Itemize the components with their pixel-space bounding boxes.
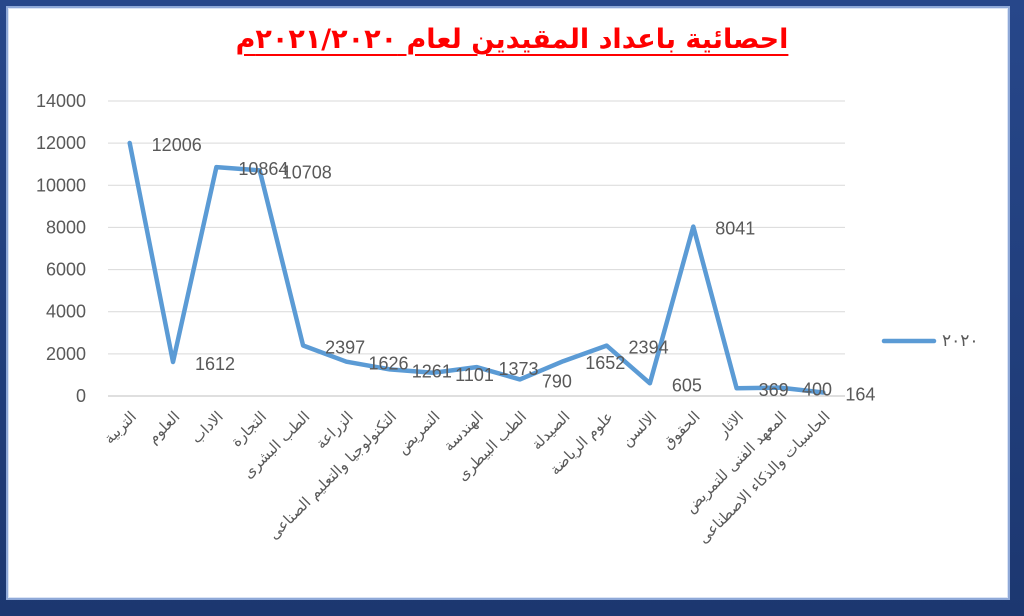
y-tick-label: 0 <box>76 386 86 406</box>
y-tick-label: 14000 <box>36 91 86 111</box>
data-label: 1101 <box>455 365 494 385</box>
data-label: 1612 <box>195 354 235 374</box>
legend-label: ٢٠٢٠ <box>942 331 979 351</box>
series-line <box>127 140 826 395</box>
data-label: 1261 <box>412 361 452 381</box>
x-tick-label: الحقوق <box>659 408 704 453</box>
chart-title-text: احصائية باعداد المقيدين لعام ٢٠٢١/٢٠٢٠م <box>235 24 789 55</box>
x-tick-label: التمريض <box>393 408 443 458</box>
data-label: 10708 <box>282 162 332 182</box>
x-tick-label: الالسن <box>618 408 660 450</box>
data-label: 10864 <box>238 159 288 179</box>
data-label: 8041 <box>715 219 755 239</box>
y-tick-label: 10000 <box>36 175 86 195</box>
chart-title: احصائية باعداد المقيدين لعام ٢٠٢١/٢٠٢٠م <box>0 24 1024 55</box>
y-axis-tick-labels: 0 2000 4000 6000 8000 10000 12000 14000 <box>36 91 86 406</box>
y-tick-label: 8000 <box>46 217 86 237</box>
data-label: 790 <box>542 371 572 391</box>
data-label: 1626 <box>368 354 408 374</box>
y-tick-label: 12000 <box>36 133 86 153</box>
data-label: 605 <box>672 375 702 395</box>
chart-panel <box>6 6 1010 600</box>
y-tick-label: 4000 <box>46 302 86 322</box>
data-label: 164 <box>845 385 875 405</box>
x-tick-label: الاثار <box>713 408 747 442</box>
x-tick-label: التربية <box>100 408 140 448</box>
x-tick-label: الاداب <box>187 408 226 447</box>
legend: ٢٠٢٠ <box>881 331 979 351</box>
x-tick-label: العلوم <box>144 408 184 448</box>
data-label: 1373 <box>499 359 539 379</box>
y-tick-label: 2000 <box>46 344 86 364</box>
gridlines <box>108 100 845 397</box>
data-label: 400 <box>802 380 832 400</box>
data-label: 12006 <box>152 135 202 155</box>
data-label: 369 <box>759 380 789 400</box>
series-layer <box>127 140 826 395</box>
data-label: 2397 <box>325 337 365 357</box>
data-label: 1652 <box>585 353 625 373</box>
y-tick-label: 6000 <box>46 260 86 280</box>
data-label: 2394 <box>629 338 669 358</box>
